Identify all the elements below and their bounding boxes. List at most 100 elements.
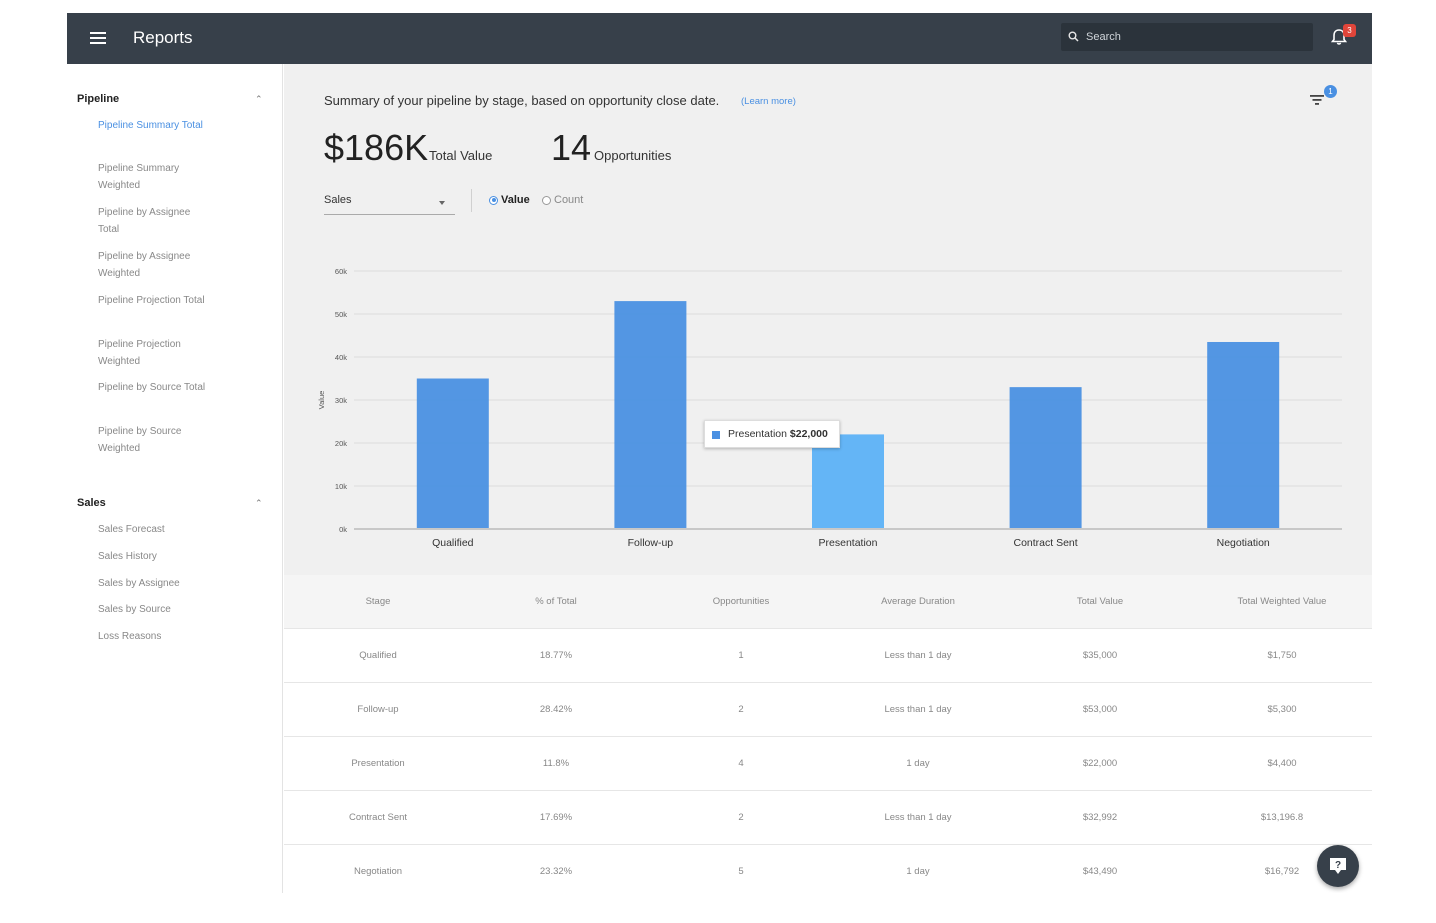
table-cell: 1 day <box>906 866 930 877</box>
x-tick-label: Presentation <box>819 537 878 549</box>
table-cell: $1,750 <box>1267 650 1297 661</box>
sidebar-item-sales-by-source[interactable]: Sales by Source <box>98 604 171 615</box>
sidebar-item-pipeline-by-assignee-total[interactable]: Pipeline by Assignee Total <box>98 207 191 235</box>
table-cell: 2 <box>738 704 744 715</box>
search-box[interactable] <box>1061 23 1313 51</box>
y-tick-label: 30k <box>335 396 347 405</box>
table-cell: $16,792 <box>1264 866 1300 877</box>
radio-count-label: Count <box>554 194 584 206</box>
table-cell: $32,992 <box>1082 812 1118 823</box>
y-tick-label: 50k <box>335 310 347 319</box>
column-header[interactable]: Total Value <box>1076 596 1124 607</box>
help-chat-button[interactable]: ? <box>1317 845 1359 887</box>
table-cell: $53,000 <box>1082 704 1118 715</box>
column-header[interactable]: Average Duration <box>881 596 955 607</box>
learn-more-link[interactable]: (Learn more) <box>741 96 796 107</box>
x-tick-label: Follow-up <box>628 537 674 549</box>
table-cell: $4,400 <box>1267 758 1297 769</box>
search-input[interactable] <box>1086 27 1306 47</box>
top-bar: Reports 3 <box>67 13 1372 64</box>
table-cell: Follow-up <box>357 704 399 715</box>
page-title: Reports <box>133 28 193 47</box>
sidebar-item-pipeline-projection-total[interactable]: Pipeline Projection Total <box>98 295 205 306</box>
table-header: Stage % of Total Opportunities Average Dura… <box>284 575 1372 629</box>
table-cell: Less than 1 day <box>884 650 952 661</box>
chevron-up-icon[interactable]: ⌃ <box>255 498 263 508</box>
sidebar-item-loss-reasons[interactable]: Loss Reasons <box>98 631 162 642</box>
column-header[interactable]: % of Total <box>535 596 577 607</box>
chart-bar <box>812 434 884 528</box>
filter-badge: 1 <box>1324 85 1337 98</box>
sidebar-item-sales-history[interactable]: Sales History <box>98 551 157 562</box>
tooltip-value: $22,000 <box>789 428 828 440</box>
x-tick-label: Qualified <box>432 537 474 549</box>
tooltip-label: Presentation <box>728 428 787 440</box>
table-cell: 1 day <box>906 758 930 769</box>
table-cell: 4 <box>738 758 744 769</box>
app-window: Reports 3 Pipeline ⌃ Pipeline Summary To… <box>67 13 1372 893</box>
table-cell: Qualified <box>359 650 397 661</box>
sidebar-item-pipeline-by-assignee-weighted[interactable]: Pipeline by Assignee Weighted <box>98 251 191 279</box>
total-value-label: Total Value <box>429 148 493 163</box>
table-cell: Less than 1 day <box>884 812 952 823</box>
column-header[interactable]: Opportunities <box>712 596 770 607</box>
notifications-bell-icon[interactable] <box>1329 27 1349 47</box>
dropdown-caret-icon <box>439 201 445 205</box>
tooltip-swatch <box>712 431 720 439</box>
table-cell: Less than 1 day <box>884 704 952 715</box>
table-cell: Presentation <box>351 758 405 769</box>
table-cell: $13,196.8 <box>1260 812 1304 823</box>
table-cell: 1 <box>738 650 744 661</box>
sidebar-section-pipeline[interactable]: Pipeline <box>77 93 120 105</box>
table-cell: Contract Sent <box>348 812 408 823</box>
help-chat-icon: ? <box>1330 858 1346 874</box>
table-cell: 18.77% <box>539 650 573 661</box>
radio-value[interactable]: Value <box>489 194 530 206</box>
sidebar-item-pipeline-projection-weighted[interactable]: Pipeline Projection Weighted <box>98 339 181 367</box>
sidebar-item-pipeline-summary-total[interactable]: Pipeline Summary Total <box>98 120 203 131</box>
radio-selected-icon <box>489 195 498 205</box>
column-header[interactable]: Total Weighted Value <box>1237 596 1327 607</box>
table-row: Presentation 11.8% 4 1 day $22,000 $4,400 <box>284 737 1372 791</box>
pipeline-select[interactable]: Sales <box>324 188 455 215</box>
menu-icon[interactable] <box>87 27 109 49</box>
chart-bar <box>1207 341 1280 528</box>
radio-count[interactable]: Count <box>542 194 583 206</box>
table-row: Qualified 18.77% 1 Less than 1 day $35,000 $1… <box>284 629 1372 683</box>
sidebar-item-sales-by-assignee[interactable]: Sales by Assignee <box>98 578 180 589</box>
x-tick-label: Negotiation <box>1217 537 1270 549</box>
sidebar-item-pipeline-by-source-total[interactable]: Pipeline by Source Total <box>98 382 206 393</box>
pipeline-select-value: Sales <box>324 194 352 206</box>
sidebar: Pipeline ⌃ Pipeline Summary Total Pipeli… <box>67 64 283 893</box>
chart-bar <box>614 301 687 528</box>
x-tick-label: Contract Sent <box>1013 537 1077 549</box>
chart-bar <box>1009 387 1082 528</box>
table-cell: 2 <box>738 812 744 823</box>
radio-unselected-icon <box>542 195 551 205</box>
table-row: Negotiation 23.32% 5 1 day $43,490 $16,792 <box>284 845 1372 893</box>
table-cell: 17.69% <box>539 812 573 823</box>
y-tick-label: 20k <box>335 439 347 448</box>
report-summary-text: Summary of your pipeline by stage, based… <box>324 93 720 108</box>
column-header[interactable]: Stage <box>365 596 391 607</box>
divider <box>471 189 472 212</box>
pipeline-bar-chart: 0k 10k 20k 30k 40k 50k 60k Value Qualified Follow… <box>317 267 1342 549</box>
sidebar-section-sales[interactable]: Sales <box>77 497 106 509</box>
sidebar-item-sales-forecast[interactable]: Sales Forecast <box>98 524 165 535</box>
sidebar-item-pipeline-summary-weighted[interactable]: Pipeline Summary Weighted <box>98 163 180 191</box>
chevron-up-icon[interactable]: ⌃ <box>255 94 263 104</box>
table-row: Contract Sent 17.69% 2 Less than 1 day $32,9… <box>284 791 1372 845</box>
opportunities-count: 14 <box>551 127 592 168</box>
table-cell: $43,490 <box>1082 866 1118 877</box>
y-tick-label: 10k <box>335 482 347 491</box>
filter-icon[interactable] <box>1308 90 1328 108</box>
table-cell: $22,000 <box>1082 758 1118 769</box>
sidebar-item-pipeline-by-source-weighted[interactable]: Pipeline by Source Weighted <box>98 426 182 454</box>
table-row: Follow-up 28.42% 2 Less than 1 day $53,000 $5… <box>284 683 1372 737</box>
table-cell: 11.8% <box>542 758 570 769</box>
chart-bar <box>416 378 489 528</box>
y-axis-label: Value <box>317 391 326 410</box>
radio-value-label: Value <box>501 194 530 206</box>
svg-text:?: ? <box>1335 860 1341 871</box>
opportunities-label: Opportunities <box>594 148 672 163</box>
